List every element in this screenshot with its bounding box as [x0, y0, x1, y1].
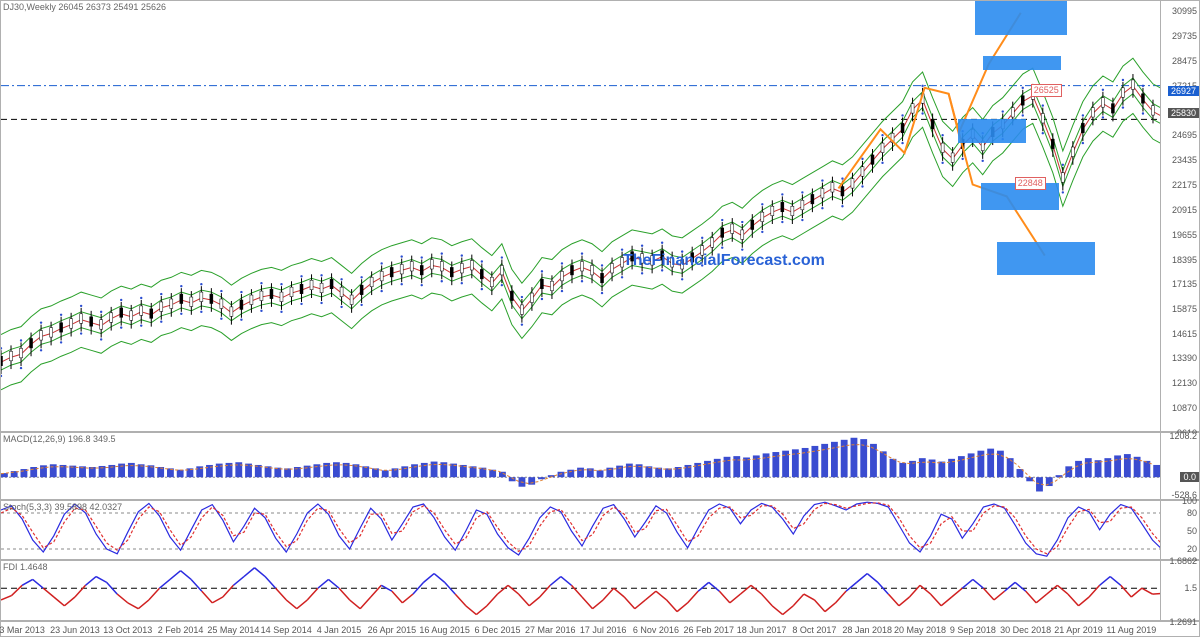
stoch-panel: Stoch(5,3,3) 39.5898 42.0327 1008050200: [0, 500, 1200, 560]
time-tick: 28 Jan 2018: [842, 625, 892, 635]
time-tick: 17 Jul 2016: [580, 625, 627, 635]
time-tick: 6 Nov 2016: [633, 625, 679, 635]
time-tick: 21 Apr 2019: [1054, 625, 1103, 635]
price-label: 26525: [1031, 84, 1062, 97]
time-tick: 6 Dec 2015: [474, 625, 520, 635]
price-yaxis: 3099529735284752721525830246952343522175…: [1160, 1, 1199, 431]
time-tick: 8 Oct 2017: [792, 625, 836, 635]
time-tick: 26 Feb 2017: [683, 625, 734, 635]
macd-title: MACD(12,26,9) 196.8 349.5: [3, 434, 116, 444]
time-tick: 13 Oct 2013: [103, 625, 152, 635]
forecast-target: [997, 242, 1095, 276]
time-tick: 27 Mar 2016: [525, 625, 576, 635]
forecast-target: [958, 119, 1026, 143]
fdi-chart: [1, 561, 1163, 622]
fdi-panel: FDI 1.4648 1.68621.51.2691: [0, 560, 1200, 621]
stoch-title: Stoch(5,3,3) 39.5898 42.0327: [3, 502, 122, 512]
time-axis: 3 Mar 2013 23 Jun 201313 Oct 2013 2 Feb 20…: [0, 621, 1200, 637]
macd-yaxis: 1208.2-528.60.0: [1160, 433, 1199, 499]
stoch-chart: [1, 501, 1163, 561]
price-title: DJ30,Weekly 26045 26373 25491 25626: [3, 2, 166, 12]
time-tick: 4 Jan 2015: [317, 625, 362, 635]
time-tick: 20 May 2018: [894, 625, 946, 635]
time-tick: 11 Aug 2019: [1106, 625, 1156, 635]
time-tick: 18 Jun 2017: [737, 625, 787, 635]
time-tick: 14 Sep 2014: [261, 625, 312, 635]
watermark: TheFinancialForecast.com: [623, 252, 825, 270]
forecast-target: [975, 1, 1067, 35]
macd-panel: MACD(12,26,9) 196.8 349.5 1208.2-528.60.…: [0, 432, 1200, 500]
stoch-yaxis: 1008050200: [1160, 501, 1199, 559]
time-tick: 30 Dec 2018: [1000, 625, 1051, 635]
time-tick: 23 Jun 2013: [50, 625, 100, 635]
macd-chart: [1, 433, 1163, 501]
time-tick: 2 Feb 2014: [158, 625, 204, 635]
time-tick: 25 May 2014: [207, 625, 259, 635]
time-tick: 26 Apr 2015: [368, 625, 417, 635]
price-panel: DJ30,Weekly 26045 26373 25491 25626 TheF…: [0, 0, 1200, 432]
fdi-title: FDI 1.4648: [3, 562, 48, 572]
price-label: 22848: [1015, 177, 1046, 190]
time-tick: 9 Sep 2018: [950, 625, 996, 635]
time-tick: 16 Aug 2015: [419, 625, 470, 635]
fdi-yaxis: 1.68621.51.2691: [1160, 561, 1199, 620]
time-tick: 3 Mar 2013: [0, 625, 45, 635]
forecast-target: [983, 56, 1061, 70]
